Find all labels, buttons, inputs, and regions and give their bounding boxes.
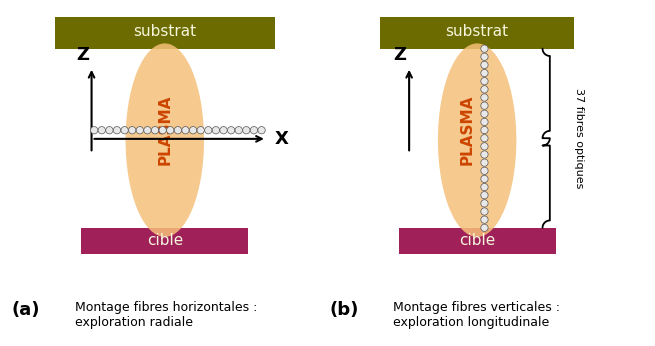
Bar (55, 17, 274, 49)
Circle shape (105, 127, 113, 134)
Circle shape (250, 127, 257, 134)
Circle shape (481, 126, 488, 134)
Circle shape (481, 183, 488, 191)
Circle shape (227, 127, 234, 134)
Text: PLASMA: PLASMA (157, 94, 172, 165)
Circle shape (481, 143, 488, 150)
Circle shape (481, 216, 488, 223)
Circle shape (481, 167, 488, 174)
Circle shape (481, 118, 488, 126)
Circle shape (121, 127, 128, 134)
Circle shape (481, 151, 488, 158)
Circle shape (481, 45, 488, 52)
Circle shape (212, 127, 219, 134)
Circle shape (481, 78, 488, 85)
Text: PLASMA: PLASMA (459, 94, 474, 165)
Circle shape (204, 127, 212, 134)
Circle shape (481, 159, 488, 166)
Text: 37 fibres optiques: 37 fibres optiques (574, 88, 584, 188)
Text: Montage fibres verticales :
exploration longitudinale: Montage fibres verticales : exploration … (393, 301, 560, 329)
Text: substrat: substrat (133, 24, 196, 39)
Circle shape (159, 127, 166, 134)
Circle shape (258, 127, 265, 134)
Text: Montage fibres horizontales :
exploration radiale: Montage fibres horizontales : exploratio… (75, 301, 257, 329)
Circle shape (220, 127, 227, 134)
Circle shape (481, 135, 488, 142)
Circle shape (189, 127, 196, 134)
Circle shape (481, 94, 488, 101)
Circle shape (128, 127, 136, 134)
Circle shape (235, 127, 242, 134)
Circle shape (481, 192, 488, 199)
Circle shape (481, 200, 488, 207)
Circle shape (144, 127, 151, 134)
Circle shape (136, 127, 143, 134)
Circle shape (98, 127, 105, 134)
Text: cible: cible (147, 233, 183, 248)
Text: (a): (a) (12, 301, 41, 319)
Text: Z: Z (394, 46, 406, 64)
Text: cible: cible (459, 233, 495, 248)
Text: substrat: substrat (445, 24, 509, 39)
Circle shape (151, 127, 159, 134)
Text: (b): (b) (329, 301, 358, 319)
Circle shape (481, 208, 488, 215)
Ellipse shape (438, 43, 516, 237)
Circle shape (481, 224, 488, 231)
Bar (81, 228, 248, 254)
Circle shape (481, 70, 488, 77)
Circle shape (481, 86, 488, 93)
Circle shape (113, 127, 121, 134)
Circle shape (481, 61, 488, 69)
Circle shape (90, 127, 98, 134)
Circle shape (481, 175, 488, 183)
Circle shape (174, 127, 181, 134)
Circle shape (182, 127, 189, 134)
Text: X: X (274, 130, 288, 148)
Circle shape (243, 127, 250, 134)
Circle shape (197, 127, 204, 134)
Bar (381, 17, 574, 49)
Text: Z: Z (76, 46, 89, 64)
Circle shape (481, 53, 488, 61)
Circle shape (481, 110, 488, 117)
Bar (399, 228, 555, 254)
Ellipse shape (126, 43, 204, 237)
Circle shape (481, 102, 488, 109)
Circle shape (166, 127, 174, 134)
